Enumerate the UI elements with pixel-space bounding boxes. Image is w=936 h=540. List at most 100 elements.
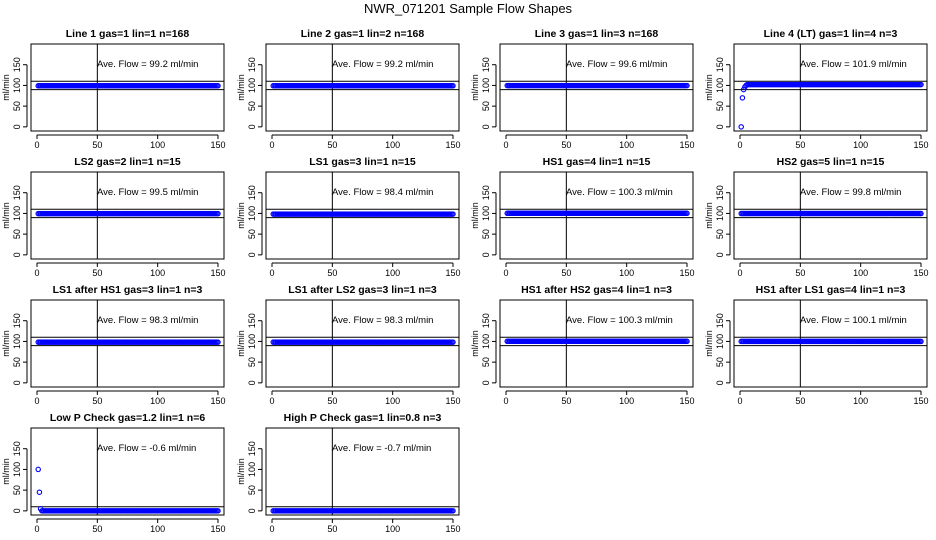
data-point (36, 489, 43, 495)
y-axis-label: ml/min (470, 202, 480, 229)
x-tick-label: 0 (737, 396, 742, 406)
y-tick-label: 100 (247, 334, 257, 349)
y-axis-label: ml/min (470, 74, 480, 101)
plot-frame (30, 43, 225, 132)
y-axis-label: ml/min (1, 74, 11, 101)
y-tick-label: 150 (12, 313, 22, 328)
x-tick-label: 100 (150, 396, 165, 406)
average-flow-annotation: Ave. Flow = 100.3 ml/min (566, 315, 673, 326)
y-tick-label: 0 (247, 124, 257, 129)
y-tick-label: 100 (715, 334, 725, 349)
panel-title: Line 2 gas=1 lin=2 n=168 (301, 28, 425, 40)
average-flow-annotation: Ave. Flow = 99.8 ml/min (800, 187, 901, 198)
panel: High P Check gas=1 lin=0.8 n=3 0 50 100 150 0… (236, 412, 461, 534)
y-tick-label: 0 (12, 252, 22, 257)
y-axis-label: ml/min (470, 330, 480, 357)
average-flow-annotation: Ave. Flow = 99.2 ml/min (332, 59, 433, 70)
x-tick-label: 0 (269, 140, 274, 150)
y-axis-label: ml/min (236, 330, 246, 357)
y-tick-label: 50 (715, 101, 725, 111)
x-tick-label: 0 (34, 396, 39, 406)
y-tick-label: 100 (481, 334, 491, 349)
y-tick-label: 50 (481, 357, 491, 367)
y-tick-label: 150 (715, 185, 725, 200)
y-axis-label: ml/min (1, 330, 11, 357)
average-flow-annotation: Ave. Flow = 101.9 ml/min (800, 59, 907, 70)
y-tick-label: 150 (481, 57, 491, 72)
x-tick-label: 150 (210, 268, 225, 278)
panel-title: High P Check gas=1 lin=0.8 n=3 (284, 412, 442, 424)
average-flow-annotation: Ave. Flow = 98.3 ml/min (332, 315, 433, 326)
y-tick-label: 100 (12, 334, 22, 349)
x-tick-label: 150 (913, 268, 928, 278)
plot-frame (30, 427, 225, 516)
x-tick-label: 50 (92, 140, 102, 150)
y-tick-label: 50 (481, 101, 491, 111)
x-tick-label: 100 (619, 140, 634, 150)
x-tick-label: 0 (503, 268, 508, 278)
y-tick-label: 100 (715, 206, 725, 221)
y-tick-label: 150 (12, 57, 22, 72)
y-tick-label: 50 (715, 229, 725, 239)
average-flow-annotation: Ave. Flow = 98.3 ml/min (97, 315, 198, 326)
y-tick-label: 100 (12, 206, 22, 221)
x-tick-label: 150 (210, 524, 225, 534)
x-tick-label: 100 (385, 268, 400, 278)
panel: Low P Check gas=1.2 lin=1 n=6 0 50 100 150 0 5… (1, 412, 226, 534)
y-tick-label: 50 (247, 485, 257, 495)
panel: Line 2 gas=1 lin=2 n=168 0 50 100 150 0 50 100 1… (236, 28, 461, 150)
y-tick-label: 150 (12, 185, 22, 200)
y-tick-label: 100 (247, 462, 257, 477)
x-tick-label: 0 (34, 524, 39, 534)
x-tick-label: 50 (795, 268, 805, 278)
data-point (450, 83, 456, 89)
y-axis-label: ml/min (704, 74, 714, 101)
y-tick-label: 0 (247, 508, 257, 513)
panel: HS1 after HS2 gas=4 lin=1 n=3 0 50 100 150 0 5… (470, 284, 695, 406)
data-point (215, 210, 221, 217)
y-tick-label: 150 (481, 313, 491, 328)
panel: LS1 after HS1 gas=3 lin=1 n=3 0 50 100 150 0 5… (1, 284, 226, 406)
x-tick-label: 50 (795, 140, 805, 150)
y-tick-label: 100 (481, 78, 491, 93)
x-tick-label: 0 (269, 524, 274, 534)
x-tick-label: 50 (561, 140, 571, 150)
panel: HS1 gas=4 lin=1 n=150 50 100 150050100150ml… (470, 156, 695, 278)
y-tick-label: 50 (12, 229, 22, 239)
plot-frame (733, 43, 928, 132)
average-flow-annotation: Ave. Flow = 98.4 ml/min (332, 187, 433, 198)
data-point (739, 95, 746, 101)
average-flow-annotation: Ave. Flow = 100.1 ml/min (800, 315, 907, 326)
panel-title: Line 4 (LT) gas=1 lin=4 n=3 (764, 28, 898, 40)
y-tick-label: 150 (715, 313, 725, 328)
data-point (215, 83, 221, 89)
data-point (918, 210, 924, 217)
y-tick-label: 100 (247, 206, 257, 221)
average-flow-annotation: Ave. Flow = 99.5 ml/min (97, 187, 198, 198)
x-tick-label: 150 (210, 396, 225, 406)
page-title: NWR_071201 Sample Flow Shapes (363, 1, 573, 16)
plot-frame (499, 171, 694, 260)
x-tick-label: 100 (150, 268, 165, 278)
x-tick-label: 150 (679, 268, 694, 278)
average-flow-annotation: Ave. Flow = 100.3 ml/min (566, 187, 673, 198)
y-tick-label: 150 (12, 441, 22, 456)
panel: LS1 after LS2 gas=3 lin=1 n=3 0 50 100 150 0 5… (236, 284, 461, 406)
plot-frame (265, 299, 460, 388)
y-tick-label: 100 (12, 78, 22, 93)
x-tick-label: 50 (561, 396, 571, 406)
y-tick-label: 0 (715, 124, 725, 129)
y-tick-label: 0 (12, 508, 22, 513)
panel-title: LS1 after LS2 gas=3 lin=1 n=3 (288, 284, 437, 296)
y-axis-label: ml/min (236, 458, 246, 485)
x-tick-label: 150 (913, 140, 928, 150)
data-point (918, 81, 924, 88)
x-tick-label: 150 (445, 140, 460, 150)
data-point (738, 124, 744, 130)
average-flow-annotation: Ave. Flow = 99.6 ml/min (566, 59, 667, 70)
x-tick-label: 0 (737, 140, 742, 150)
average-flow-annotation: Ave. Flow = -0.6 ml/min (97, 443, 196, 454)
y-tick-label: 0 (12, 124, 22, 129)
x-tick-label: 50 (327, 396, 337, 406)
